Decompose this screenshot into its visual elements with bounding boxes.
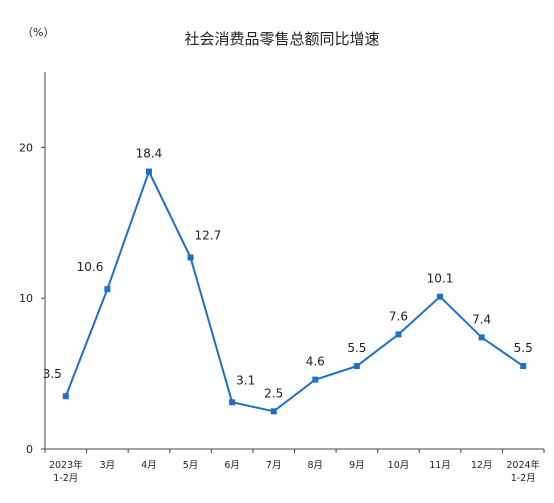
x-tick-label: 11月 xyxy=(429,460,451,471)
x-tick-label: 12月 xyxy=(471,460,493,471)
data-point xyxy=(62,393,69,400)
data-label: 4.6 xyxy=(306,355,325,369)
x-tick-label: 1-2月 xyxy=(53,473,78,484)
x-tick-label: 4月 xyxy=(141,460,157,471)
y-tick-label: 10 xyxy=(19,292,33,305)
data-point xyxy=(270,408,277,415)
x-tick-label: 8月 xyxy=(308,460,324,471)
data-point xyxy=(229,399,236,406)
y-axis-ticks: 0 10 20 xyxy=(19,141,45,456)
data-label: 7.6 xyxy=(389,309,408,323)
data-label: 10.1 xyxy=(427,272,454,286)
data-point xyxy=(395,331,402,338)
x-tick-label: 6月 xyxy=(224,460,240,471)
series-polyline xyxy=(64,168,524,413)
data-label: 12.7 xyxy=(195,228,222,242)
data-point xyxy=(312,376,319,383)
y-unit-label: （%） xyxy=(22,26,54,39)
x-tick-label: 3月 xyxy=(100,460,116,471)
data-point xyxy=(145,168,152,175)
data-label: 18.4 xyxy=(136,147,163,161)
data-label: 3.5 xyxy=(43,367,62,381)
data-labels: 3.5 10.6 18.4 12.7 3.1 2.5 4.6 5.5 7.6 10.1 7.4 5.5 xyxy=(43,147,533,401)
data-label: 5.5 xyxy=(347,341,366,355)
x-tick-label: 2024年 xyxy=(506,459,540,471)
x-tick-label: 2023年 xyxy=(49,459,83,471)
x-tick-label: 10月 xyxy=(388,460,410,471)
data-label: 2.5 xyxy=(264,386,283,400)
chart-title: 社会消费品零售总额同比增速 xyxy=(184,30,379,48)
x-tick-label: 7月 xyxy=(266,460,282,471)
y-tick-label: 20 xyxy=(19,141,33,154)
y-tick-label: 0 xyxy=(26,443,33,456)
data-point xyxy=(104,286,111,293)
data-point xyxy=(520,363,527,370)
data-point xyxy=(187,254,194,261)
data-point xyxy=(478,334,485,341)
data-label: 7.4 xyxy=(472,312,491,326)
data-point xyxy=(437,293,444,300)
data-label: 3.1 xyxy=(236,373,255,387)
x-tick-label: 5月 xyxy=(183,460,199,471)
x-tick-label: 9月 xyxy=(349,460,365,471)
axes xyxy=(44,72,544,450)
data-label: 10.6 xyxy=(77,260,104,274)
series-line xyxy=(62,168,527,415)
x-axis-ticks: 2023年 1-2月 3月 4月 5月 6月 7月 8月 9月 10月 11月 12月 2024年 1-2… xyxy=(44,449,545,484)
data-label: 5.5 xyxy=(514,341,533,355)
x-tick-label: 1-2月 xyxy=(511,473,536,484)
data-point xyxy=(353,363,360,370)
